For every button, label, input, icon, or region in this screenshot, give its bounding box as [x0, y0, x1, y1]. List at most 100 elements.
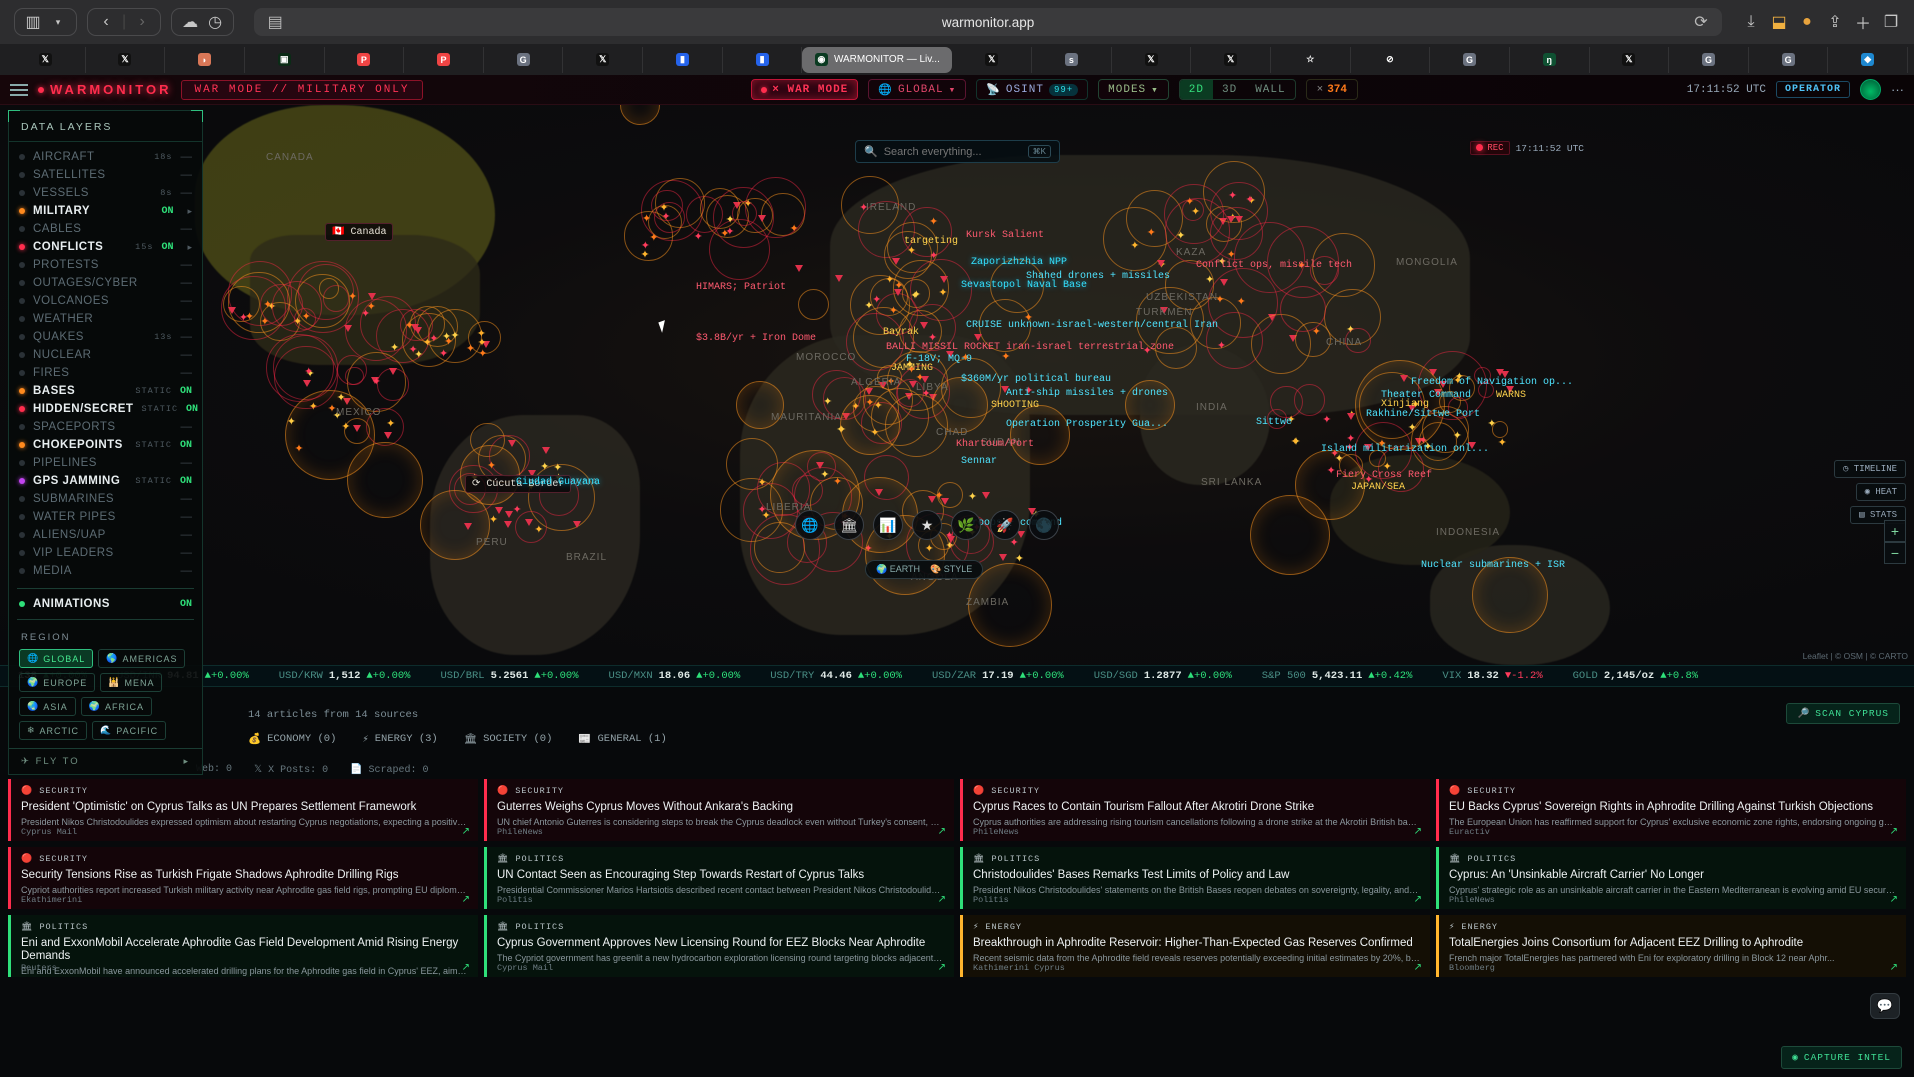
map-marker-label[interactable]: Zaporizhzhia NPP — [971, 257, 1068, 268]
map-layer-icon[interactable]: 🌿 — [951, 510, 981, 540]
map-marker-label[interactable]: Anti-ship missiles + drones — [1006, 388, 1169, 399]
browser-tab[interactable]: ☆ — [1271, 46, 1351, 73]
map-marker-label[interactable]: Khartoum/Port — [956, 439, 1035, 450]
extension-icon[interactable]: ⬓ — [1771, 14, 1787, 31]
search-input[interactable] — [883, 145, 1014, 158]
browser-tab[interactable]: ⊘ — [1351, 46, 1431, 73]
browser-tab[interactable]: G — [484, 46, 564, 73]
browser-tab[interactable]: ▮ — [643, 46, 723, 73]
map-marker-label[interactable]: Freedom of Navigation op... — [1411, 377, 1574, 388]
news-card[interactable]: 🔴 SECURITY Guterres Weighs Cyprus Moves Wi… — [484, 779, 954, 841]
reload-icon[interactable]: ⟳ — [1694, 14, 1708, 31]
map-marker-label[interactable]: 🇨🇦 Canada — [325, 223, 394, 241]
map-layer-icon[interactable]: 🌑 — [1029, 510, 1059, 540]
data-layers-panel[interactable]: DATA LAYERS AIRCRAFT 18s — SATELLITES — VESSE… — [8, 110, 203, 775]
map-marker-label[interactable]: Sittwe — [1256, 417, 1293, 428]
region-button-europe[interactable]: 🌍 EUROPE — [19, 673, 96, 692]
layer-item-quakes[interactable]: QUAKES 13s — — [9, 328, 202, 346]
browser-tab[interactable]: 𝕏 — [86, 46, 166, 73]
open-article-icon[interactable]: ↗ — [1889, 962, 1898, 973]
layer-item-weather[interactable]: WEATHER — — [9, 310, 202, 328]
region-button-mena[interactable]: 🕌 MENA — [100, 673, 163, 692]
map-marker-label[interactable]: ⟳ Cúcuta Border — [465, 475, 572, 493]
browser-tab[interactable]: G — [1430, 46, 1510, 73]
layer-item-bases[interactable]: BASES STATIC ON — [9, 382, 202, 400]
layer-item-nuclear[interactable]: NUCLEAR — — [9, 346, 202, 364]
map-marker-label[interactable]: Sennar — [961, 456, 998, 467]
news-category-society[interactable]: 🏛 SOCIETY (0) — [464, 732, 553, 746]
region-button-asia[interactable]: 🌏 ASIA — [19, 697, 76, 716]
browser-tab[interactable]: P — [325, 46, 405, 73]
map-marker-label[interactable]: Rakhine/Sittwe Port — [1366, 409, 1481, 420]
layer-item-media[interactable]: MEDIA — — [9, 562, 202, 580]
news-category-energy[interactable]: ⚡ ENERGY (3) — [362, 732, 437, 746]
open-article-icon[interactable]: ↗ — [937, 894, 946, 905]
fly-to-button[interactable]: ✈ FLY TO ▸ — [9, 748, 202, 774]
modes-button[interactable]: MODES ▾ — [1098, 79, 1169, 100]
map-marker-label[interactable]: Theater Command — [1381, 390, 1472, 401]
new-tab-icon[interactable]: ＋ — [1854, 16, 1871, 33]
map-marker-label[interactable]: JAPAN/SEA — [1351, 482, 1406, 493]
news-category-general[interactable]: 📰 GENERAL (1) — [578, 732, 666, 746]
region-button-americas[interactable]: 🌎 AMERICAS — [98, 649, 186, 668]
browser-tab[interactable]: ŋ — [1510, 46, 1590, 73]
layer-item-conflicts[interactable]: CONFLICTS 15s ON ▸ — [9, 238, 202, 256]
map-marker-label[interactable]: Operation Prosperity Gua... — [1006, 419, 1169, 430]
layer-item-water-pipes[interactable]: WATER PIPES — — [9, 508, 202, 526]
map-layer-icon[interactable]: 📊 — [873, 510, 903, 540]
share-icon[interactable]: ⇪ — [1828, 14, 1842, 31]
nav-buttons[interactable]: ‹ | › — [87, 8, 162, 36]
map-heat-button[interactable]: ◉ HEAT — [1855, 483, 1906, 501]
chevron-right-icon[interactable]: ▸ — [187, 241, 192, 252]
browser-tab[interactable]: s — [1032, 46, 1112, 73]
layer-item-aliens-uap[interactable]: ALIENS/UAP — — [9, 526, 202, 544]
map-marker-label[interactable]: BALLI MISSIL ROCKET iran-israel terrestr… — [886, 342, 1175, 353]
layer-item-vip-leaders[interactable]: VIP LEADERS — — [9, 544, 202, 562]
map-timeline-button[interactable]: ◷ TIMELINE — [1833, 460, 1906, 478]
tab-overview-icon[interactable]: ❐ — [1883, 14, 1899, 31]
browser-tab[interactable]: ◗ — [165, 46, 245, 73]
news-card[interactable]: 🏛 POLITICS Cyprus: An 'Unsinkable Aircraft… — [1436, 847, 1906, 909]
news-card[interactable]: 🏛 POLITICS UN Contact Seen as Encouraging … — [484, 847, 954, 909]
map-layer-icon[interactable]: 🏛 — [834, 510, 864, 540]
layer-item-aircraft[interactable]: AIRCRAFT 18s — — [9, 148, 202, 166]
layer-item-protests[interactable]: PROTESTS — — [9, 256, 202, 274]
reader-icon[interactable]: ▤ — [267, 14, 283, 31]
browser-tab[interactable]: G — [1669, 46, 1749, 73]
map-marker-label[interactable]: Ciudad Guayana — [516, 477, 601, 488]
more-options-icon[interactable]: ··· — [1891, 82, 1904, 97]
layer-item-gps-jamming[interactable]: GPS JAMMING STATIC ON — [9, 472, 202, 490]
map-marker-label[interactable]: CRUISE unknown-israel-western/central Ir… — [966, 320, 1219, 331]
open-article-icon[interactable]: ↗ — [1413, 894, 1422, 905]
browser-tab-active[interactable]: ◉ WARMONITOR — Liv... — [802, 46, 953, 73]
open-article-icon[interactable]: ↗ — [1413, 962, 1422, 973]
map-earth-toggle[interactable]: 🌍 EARTH — [876, 564, 921, 574]
view-mode-2d[interactable]: 2D — [1179, 80, 1213, 99]
layer-item-spaceports[interactable]: SPACEPORTS — — [9, 418, 202, 436]
open-article-icon[interactable]: ↗ — [461, 894, 470, 905]
map-marker-label[interactable]: Fiery Cross Reef — [1336, 470, 1433, 481]
cloud-history-buttons[interactable]: ☁ ◷ — [171, 8, 235, 36]
layer-item-chokepoints[interactable]: CHOKEPOINTS STATIC ON — [9, 436, 202, 454]
forward-icon[interactable]: › — [139, 13, 145, 30]
layer-item-cables[interactable]: CABLES — — [9, 220, 202, 238]
news-card[interactable]: ⚡ ENERGY Breakthrough in Aphrodite Reservo… — [960, 915, 1430, 977]
layer-item-pipelines[interactable]: PIPELINES — — [9, 454, 202, 472]
map-layer-icon[interactable]: ★ — [912, 510, 942, 540]
news-card[interactable]: 🔴 SECURITY President 'Optimistic' on Cypru… — [8, 779, 478, 841]
layer-item-hidden-secret[interactable]: HIDDEN/SECRET STATIC ON — [9, 400, 202, 418]
map-right-rail[interactable]: ◷ TIMELINE ◉ HEAT ▤ STATS — [1833, 460, 1906, 524]
world-map[interactable]: CANADAMEXICOBRAZILPERUANGOLAZAMBIALIBERI… — [0, 105, 1914, 665]
open-article-icon[interactable]: ↗ — [1413, 826, 1422, 837]
avatar[interactable] — [1860, 79, 1881, 100]
map-marker-label[interactable]: targeting — [904, 236, 959, 247]
region-button-global[interactable]: 🌐 GLOBAL — [19, 649, 94, 668]
map-layer-icon[interactable]: 🌐 — [795, 510, 825, 540]
animations-toggle[interactable]: ANIMATIONS ON — [9, 595, 202, 613]
map-style-toggle[interactable]: 🎨 STYLE — [930, 564, 973, 574]
map-icon-row[interactable]: 🌐 🏛 📊 ★ 🌿 🚀 🌑 — [795, 510, 1059, 540]
war-mode-button[interactable]: × WAR MODE — [751, 79, 859, 100]
browser-tab[interactable]: 𝕏 — [952, 46, 1033, 73]
layer-item-military[interactable]: MILITARY ON ▸ — [9, 202, 202, 220]
layer-item-vessels[interactable]: VESSELS 8s — — [9, 184, 202, 202]
